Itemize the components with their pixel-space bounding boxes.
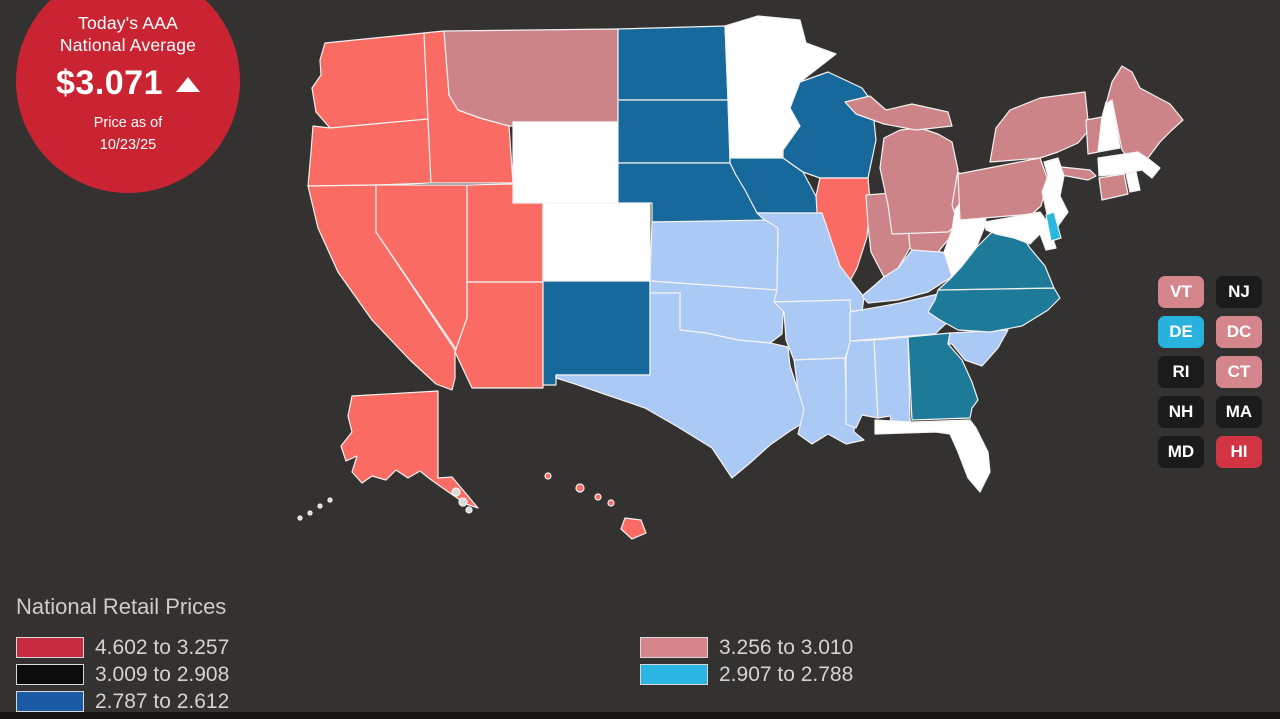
- legend-swatch-rose: [640, 637, 708, 658]
- state-AL[interactable]: [873, 336, 915, 433]
- state-MD[interactable]: [984, 211, 1057, 251]
- legend-item: 3.256 to 3.010: [640, 635, 854, 659]
- legend-column-left: 4.602 to 3.257 3.009 to 2.908 2.787 to 2…: [16, 635, 230, 718]
- state-OR[interactable]: [307, 118, 432, 187]
- price-up-triangle-icon: [176, 76, 200, 92]
- state-MS[interactable]: [845, 339, 879, 429]
- state-CT[interactable]: [1098, 173, 1129, 201]
- legend-swatch-blue: [16, 691, 84, 712]
- legend-range-label: 2.907 to 2.788: [719, 662, 854, 686]
- state-badge-dc[interactable]: DC: [1216, 316, 1262, 348]
- state-KS[interactable]: [649, 219, 779, 291]
- legend-range-label: 4.602 to 3.257: [95, 635, 230, 659]
- state-HI-island[interactable]: [575, 483, 585, 493]
- state-NH[interactable]: [1097, 98, 1121, 153]
- legend-title: National Retail Prices: [16, 594, 227, 619]
- state-PA[interactable]: [957, 157, 1049, 221]
- state-WA[interactable]: [311, 32, 429, 129]
- legend-range-label: 3.256 to 3.010: [719, 635, 854, 659]
- state-badge-md[interactable]: MD: [1158, 436, 1204, 468]
- state-AK[interactable]: [340, 390, 479, 509]
- state-MI[interactable]: [879, 127, 959, 235]
- state-badge-nh[interactable]: NH: [1158, 396, 1204, 428]
- state-CO[interactable]: [542, 202, 651, 282]
- state-TX[interactable]: [555, 292, 809, 479]
- legend-item: 2.907 to 2.788: [640, 662, 854, 686]
- alaska-archipelago-island: [458, 497, 468, 507]
- state-HI-island[interactable]: [607, 499, 615, 507]
- state-ME[interactable]: [1105, 65, 1184, 167]
- state-badge-ri[interactable]: RI: [1158, 356, 1204, 388]
- average-title-line2: National Average: [59, 35, 197, 55]
- state-MI-upper-peninsula[interactable]: [844, 95, 953, 131]
- state-FL[interactable]: [874, 419, 991, 493]
- state-HI-island[interactable]: [594, 493, 602, 501]
- state-HI-big-island[interactable]: [620, 517, 647, 540]
- legend-column-right: 3.256 to 3.010 2.907 to 2.788: [640, 635, 854, 691]
- aleutian-island: [307, 510, 313, 516]
- legend-item: 3.009 to 2.908: [16, 662, 230, 686]
- price-asof-date: 10/23/25: [99, 137, 157, 153]
- state-NM[interactable]: [542, 280, 651, 386]
- state-badge-de[interactable]: DE: [1158, 316, 1204, 348]
- state-MA[interactable]: [1097, 151, 1161, 179]
- small-state-badges: VT NJ DE DC RI CT NH MA MD HI: [1158, 276, 1262, 468]
- state-HI-island[interactable]: [544, 472, 552, 480]
- legend-item: 2.787 to 2.612: [16, 689, 230, 713]
- state-NJ[interactable]: [1041, 157, 1069, 227]
- legend-range-label: 3.009 to 2.908: [95, 662, 230, 686]
- state-badge-hi[interactable]: HI: [1216, 436, 1262, 468]
- state-ND[interactable]: [617, 25, 729, 101]
- state-DE[interactable]: [1045, 211, 1062, 242]
- legend-range-label: 2.787 to 2.612: [95, 689, 230, 713]
- bottom-bar: [0, 712, 1280, 719]
- state-badge-vt[interactable]: VT: [1158, 276, 1204, 308]
- state-badge-ma[interactable]: MA: [1216, 396, 1262, 428]
- alaska-archipelago-island: [451, 487, 461, 497]
- state-MT[interactable]: [443, 28, 619, 127]
- legend-swatch-cyan: [640, 664, 708, 685]
- alaska-archipelago-island: [465, 506, 473, 514]
- state-NC[interactable]: [927, 287, 1061, 333]
- state-SC[interactable]: [947, 329, 1009, 367]
- state-AZ[interactable]: [454, 281, 544, 389]
- price-asof-label: Price as of: [93, 115, 163, 131]
- legend-swatch-red: [16, 637, 84, 658]
- aleutian-island: [327, 497, 333, 503]
- aleutian-island: [317, 503, 323, 509]
- average-title-line1: Today's AAA: [78, 13, 178, 33]
- state-RI[interactable]: [1125, 171, 1141, 193]
- legend-item: 4.602 to 3.257: [16, 635, 230, 659]
- state-NY[interactable]: [989, 91, 1090, 163]
- aleutian-island: [297, 515, 303, 521]
- state-WY[interactable]: [512, 121, 619, 204]
- state-badge-ct[interactable]: CT: [1216, 356, 1262, 388]
- legend-swatch-black: [16, 664, 84, 685]
- state-badge-nj[interactable]: NJ: [1216, 276, 1262, 308]
- national-average-price: $3.071: [56, 63, 163, 102]
- national-average-badge: Today's AAA National Average $3.071 Pric…: [16, 0, 240, 193]
- state-SD[interactable]: [617, 99, 731, 164]
